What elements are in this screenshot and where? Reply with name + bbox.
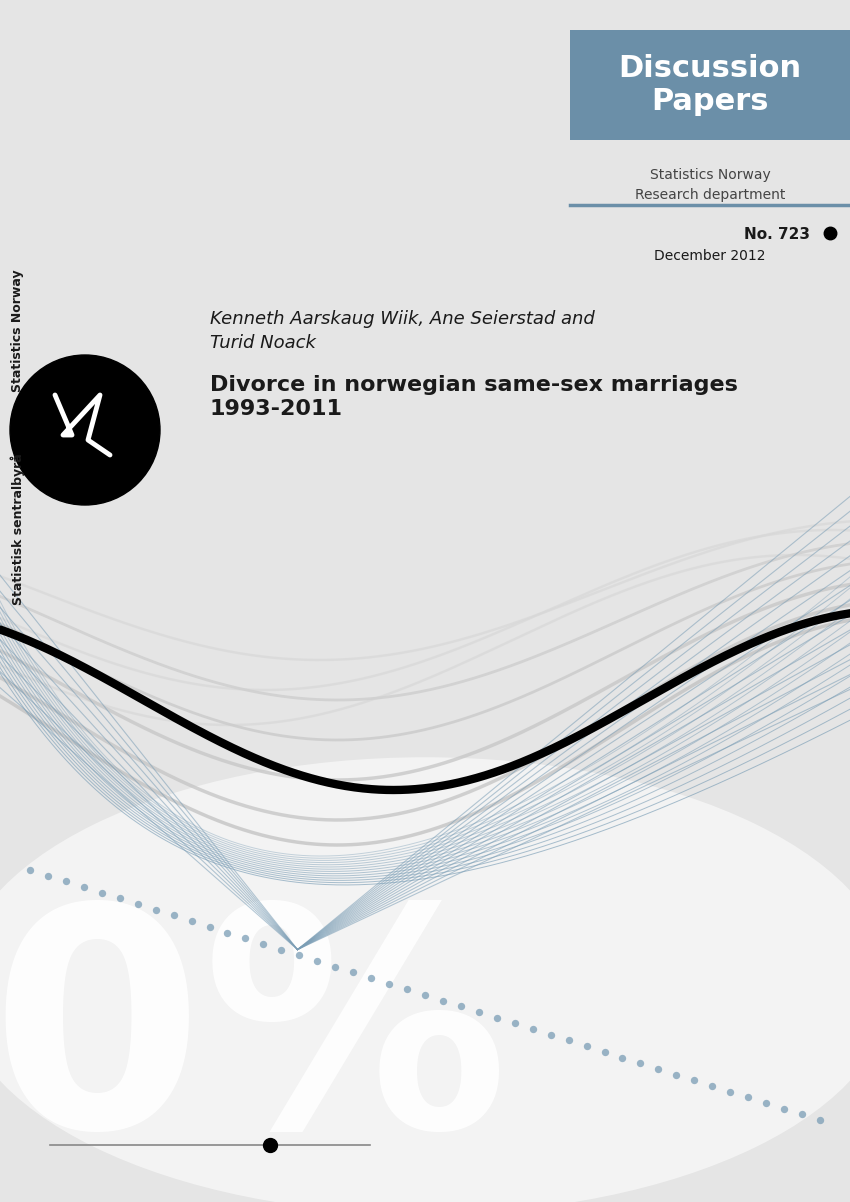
Point: [95, 883, 109, 903]
Point: [670, 1065, 683, 1084]
Text: Statistisk sentralbyrå: Statistisk sentralbyrå: [11, 453, 26, 605]
Point: [759, 1094, 773, 1113]
Ellipse shape: [0, 757, 850, 1202]
Point: [454, 996, 468, 1016]
Point: [400, 980, 414, 999]
Point: [382, 974, 396, 993]
Point: [526, 1019, 540, 1039]
Point: [544, 1025, 558, 1045]
Point: [777, 1099, 790, 1118]
Point: [221, 923, 235, 942]
Point: [365, 969, 378, 988]
Point: [113, 888, 127, 908]
Point: [184, 911, 198, 930]
Point: [328, 957, 342, 976]
Point: [436, 992, 450, 1011]
Point: [292, 946, 306, 965]
Point: [60, 871, 73, 891]
Point: [741, 1088, 755, 1107]
Point: [508, 1013, 522, 1033]
Point: [652, 1059, 666, 1078]
Point: [167, 906, 180, 926]
Text: Discussion
Papers: Discussion Papers: [619, 54, 802, 115]
Text: Statistics Norway: Statistics Norway: [12, 269, 25, 392]
Point: [149, 900, 162, 920]
Point: [239, 929, 252, 948]
Point: [723, 1082, 737, 1101]
Point: [257, 934, 270, 953]
Point: [615, 1048, 629, 1067]
Point: [77, 877, 91, 897]
Text: 0%: 0%: [0, 895, 509, 1192]
Point: [598, 1042, 611, 1061]
Point: [580, 1036, 593, 1055]
Text: No. 723: No. 723: [744, 227, 810, 242]
Point: [490, 1008, 503, 1028]
Text: December 2012: December 2012: [654, 249, 766, 263]
Point: [310, 951, 324, 970]
Point: [203, 917, 217, 936]
Point: [275, 940, 288, 959]
Point: [131, 894, 145, 914]
Text: Statistics Norway
Research department: Statistics Norway Research department: [635, 168, 785, 202]
Point: [418, 986, 432, 1005]
Point: [562, 1031, 575, 1051]
Point: [706, 1076, 719, 1095]
Point: [633, 1054, 647, 1073]
Point: [41, 867, 54, 886]
Text: Kenneth Aarskaug Wiik, Ane Seierstad and
Turid Noack: Kenneth Aarskaug Wiik, Ane Seierstad and…: [210, 310, 595, 352]
Point: [813, 1111, 827, 1130]
Point: [688, 1071, 701, 1090]
Point: [23, 861, 37, 880]
Point: [347, 963, 360, 982]
Text: Divorce in norwegian same-sex marriages
1993-2011: Divorce in norwegian same-sex marriages …: [210, 375, 738, 419]
FancyBboxPatch shape: [570, 30, 850, 139]
Point: [472, 1002, 485, 1022]
Point: [796, 1105, 809, 1124]
Circle shape: [10, 355, 160, 505]
